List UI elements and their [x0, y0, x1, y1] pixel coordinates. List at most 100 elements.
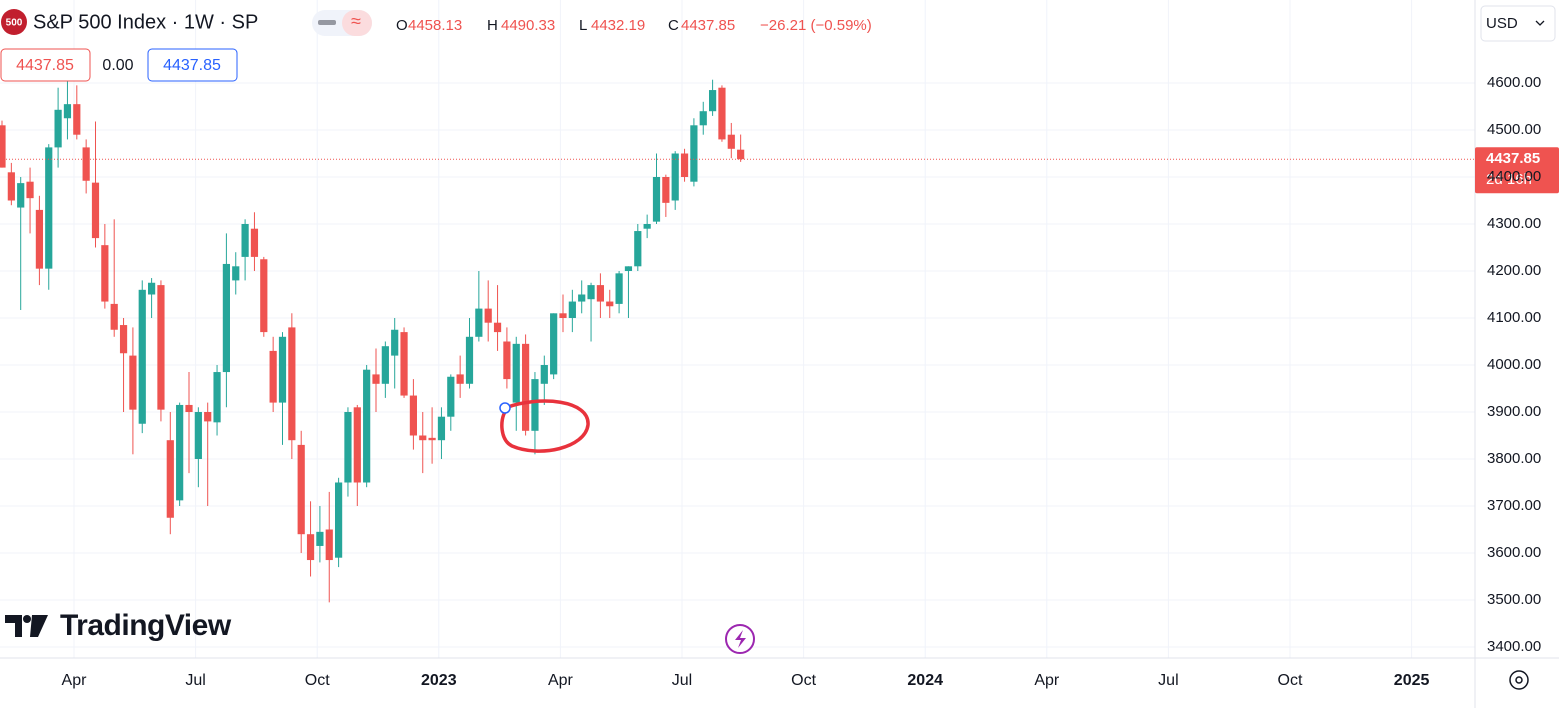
candle-body	[176, 404, 184, 501]
y-tick-label: 4500.00	[1487, 121, 1541, 138]
candle-body	[727, 134, 735, 149]
candle-body	[465, 336, 474, 384]
candle-body	[91, 182, 100, 239]
candle-body	[718, 87, 726, 140]
y-tick-label: 4600.00	[1487, 74, 1541, 91]
candle-body	[204, 412, 212, 422]
candle-body	[250, 228, 259, 257]
candle-body	[110, 303, 118, 330]
candle-body	[306, 534, 315, 561]
y-tick-label: 3500.00	[1487, 591, 1541, 608]
candle-body	[606, 301, 614, 307]
candle-body	[222, 263, 230, 373]
candle-body	[522, 343, 530, 431]
candle-body	[475, 308, 483, 337]
last-price-tag	[1475, 147, 1559, 194]
x-tick-label: Oct	[305, 672, 330, 689]
candle-body	[484, 308, 492, 323]
candle-body	[587, 285, 595, 300]
y-tick-label: 4400.00	[1487, 168, 1541, 185]
change: −26.21 (−0.59%)	[760, 17, 872, 34]
candle-body	[643, 224, 651, 229]
candle-body	[316, 531, 324, 546]
candle-body	[297, 444, 305, 535]
x-tick-label: 2023	[421, 672, 457, 689]
toggle-icon: ≈	[351, 11, 361, 31]
toggle-active[interactable]	[342, 10, 372, 36]
y-tick-label: 3900.00	[1487, 403, 1541, 420]
candle-body	[662, 177, 670, 203]
logo-icon	[23, 615, 31, 623]
price-box[interactable]	[147, 48, 238, 82]
candle-body	[119, 325, 128, 354]
candle-body	[690, 125, 698, 182]
ohlc-label: C	[668, 17, 679, 34]
candle-body	[652, 177, 661, 222]
ohlc-value: 4432.19	[591, 17, 645, 34]
candle-body	[7, 172, 15, 201]
event-icon	[735, 630, 746, 648]
settings-icon[interactable]	[1509, 670, 1529, 690]
ohlc-value: 4490.33	[501, 17, 555, 34]
candle-body	[540, 365, 548, 384]
currency: USD	[1486, 15, 1518, 32]
logo-icon	[5, 615, 48, 637]
candle-body	[54, 109, 62, 148]
candle-body	[409, 395, 417, 436]
x-tick-label: Jul	[1158, 672, 1178, 689]
x-tick-label: Jul	[672, 672, 692, 689]
price-box[interactable]	[0, 48, 91, 82]
grid	[0, 0, 1475, 658]
candle-body	[419, 435, 427, 441]
currency-button[interactable]	[1480, 5, 1556, 42]
symbol-badge	[1, 9, 27, 35]
candle-body	[101, 245, 109, 302]
x-tick-label: Apr	[548, 672, 574, 689]
chart-title[interactable]: S&P 500 Index · 1W · SP	[33, 11, 258, 33]
price-box-text: 4437.85	[163, 57, 221, 74]
y-tick-label: 4000.00	[1487, 356, 1541, 373]
spread: 0.00	[102, 57, 133, 74]
candle-body	[596, 285, 604, 302]
candle-body	[232, 266, 240, 281]
candle-body	[400, 332, 408, 396]
candle-body	[138, 289, 146, 424]
candle-body	[185, 404, 193, 413]
drawing-handle[interactable]	[499, 402, 511, 414]
candle-body	[503, 341, 511, 380]
candle-body	[372, 374, 380, 384]
countdown: 2d 16h	[1486, 171, 1532, 188]
candle-body	[559, 313, 567, 319]
candle-body	[166, 440, 174, 518]
candle-body	[278, 336, 287, 403]
logo: TradingView	[60, 609, 232, 642]
ohlc-label: O	[396, 17, 408, 34]
candle-body	[148, 282, 156, 295]
candle-body	[550, 313, 558, 375]
candle-body	[428, 437, 436, 441]
ohlc-label: H	[487, 17, 498, 34]
candle-body	[344, 412, 352, 483]
drawing-annotation[interactable]	[500, 399, 590, 453]
y-tick-label: 4100.00	[1487, 309, 1541, 326]
candle-body	[531, 379, 539, 431]
y-tick-label: 4200.00	[1487, 262, 1541, 279]
candle-body	[447, 376, 455, 417]
candle-body	[493, 322, 502, 333]
ohlc-value: 4437.85	[681, 17, 735, 34]
candle-body	[568, 301, 576, 319]
y-tick-label: 3600.00	[1487, 544, 1541, 561]
candle-body	[260, 259, 268, 333]
candle-body	[63, 104, 72, 119]
x-tick-label: Apr	[62, 672, 88, 689]
candle-body	[325, 529, 333, 561]
candle-body	[157, 285, 165, 410]
candle-body	[737, 149, 745, 160]
candle-body	[578, 294, 586, 302]
candle-body	[512, 343, 520, 403]
candle-body	[456, 374, 464, 384]
candle-body	[634, 231, 642, 267]
x-tick-label: Apr	[1034, 672, 1060, 689]
candle-body	[26, 181, 34, 199]
candle-body	[335, 482, 343, 558]
